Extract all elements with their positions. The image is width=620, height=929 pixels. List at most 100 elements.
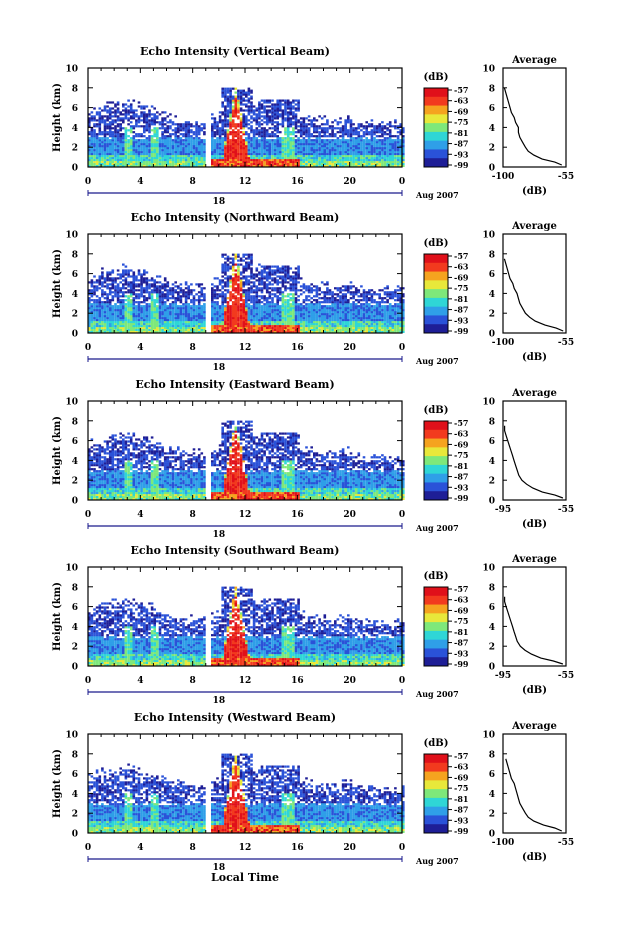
colorbar-tick-label: -87 [454,472,468,482]
y-tick-label: 0 [72,663,78,673]
y-axis-label: Height (km) [52,416,63,485]
profile-y-tick-label: 8 [489,417,495,427]
y-tick-label: 4 [72,457,78,467]
profile-x-label: (dB) [522,186,547,197]
colorbar-unit: (dB) [424,238,449,249]
profile-title: Average [511,221,557,232]
colorbar-swatch [424,297,448,308]
colorbar-tick-label: -75 [454,450,468,460]
colorbar-tick-label: -93 [454,648,469,658]
x-tick-label: 8 [190,843,196,853]
y-tick-label: 10 [65,398,78,408]
colorbar-tick-label: -63 [454,96,469,106]
profile-title: Average [511,721,557,732]
profile-y-tick-label: 10 [482,564,495,574]
colorbar-swatch [424,797,448,808]
colorbar-swatch [424,438,448,448]
profile-frame [502,67,567,168]
profile-y-tick-label: 8 [489,84,495,94]
y-tick-label: 8 [72,750,78,760]
profile-frame [502,733,567,834]
panel-title: Echo Intensity (Southward Beam) [131,544,340,557]
colorbar-swatch [424,96,448,107]
date-day: 18 [213,530,226,540]
profile-y-tick-label: 2 [489,477,495,487]
colorbar-swatch [424,315,448,325]
colorbar-tick-label: -81 [454,294,468,304]
colorbar-swatch [424,271,448,281]
profile-y-tick-label: 0 [489,164,495,174]
x-tick-label: 12 [239,510,252,520]
x-tick-label: 8 [190,177,196,187]
colorbar-swatch [424,289,448,299]
colorbar-frame [423,87,449,168]
x-tick-label: 4 [137,843,143,853]
y-axis-label: Height (km) [52,749,63,818]
heatmap-cells [88,87,405,167]
profile-x-label: (dB) [522,352,547,363]
profile-line [504,596,564,665]
colorbar-tick-label: -87 [454,805,468,815]
colorbar-swatch [424,587,448,597]
profile-y-tick-label: 10 [482,398,495,408]
panel-1: Echo Intensity (Northward Beam)0246810He… [52,211,574,373]
profile-x-tick-label: -95 [495,505,511,515]
colorbar-tick-label: -75 [454,616,468,626]
colorbar-swatch [424,754,448,764]
colorbar-tick-label: -87 [454,305,468,315]
y-tick-label: 10 [65,231,78,241]
x-tick-label: 20 [343,676,356,686]
colorbar-tick-label: -75 [454,117,468,127]
panel-2: Echo Intensity (Eastward Beam)0246810Hei… [52,378,574,540]
colorbar-swatch [424,149,448,159]
profile-y-tick-label: 8 [489,750,495,760]
profile-y-tick-label: 6 [489,770,495,780]
profile-y-tick-label: 2 [489,144,495,154]
colorbar-swatch [424,648,448,658]
colorbar-tick-label: -81 [454,794,468,804]
y-tick-label: 10 [65,564,78,574]
x-tick-label: 4 [137,510,143,520]
y-tick-label: 10 [65,731,78,741]
panel-title: Echo Intensity (Vertical Beam) [140,45,330,58]
colorbar-swatch [424,105,448,115]
colorbar-tick-label: -75 [454,283,468,293]
profile-x-tick-label: -55 [558,505,574,515]
x-tick-label: 4 [137,177,143,187]
profile-title: Average [511,388,557,399]
colorbar-swatch [424,447,448,457]
date-day: 18 [213,197,226,207]
colorbar-tick-label: -99 [454,826,469,836]
colorbar-unit: (dB) [424,571,449,582]
colorbar-swatch [424,464,448,475]
colorbar-swatch [424,657,448,667]
x-tick-label: 0 [399,843,405,853]
y-tick-label: 2 [72,477,78,487]
colorbar-tick-label: -81 [454,461,468,471]
x-tick-label: 0 [399,177,405,187]
x-tick-label: 0 [399,510,405,520]
colorbar-tick-label: -87 [454,638,468,648]
colorbar-unit: (dB) [424,738,449,749]
y-tick-label: 4 [72,623,78,633]
profile-frame [502,566,567,667]
y-tick-label: 0 [72,497,78,507]
x-tick-label: 16 [291,177,304,187]
colorbar-tick-label: -57 [454,251,468,261]
profile-y-tick-label: 4 [489,124,495,134]
colorbar-tick-label: -69 [454,439,469,449]
date-label: Aug 2007 [415,356,459,366]
colorbar-tick-label: -69 [454,272,469,282]
y-tick-label: 2 [72,310,78,320]
colorbar-tick-label: -93 [454,315,469,325]
colorbar-swatch [424,771,448,781]
colorbar-frame [423,420,449,501]
colorbar-swatch [424,429,448,440]
x-tick-label: 20 [343,843,356,853]
profile-x-tick-label: -55 [558,172,574,182]
profile-y-tick-label: 0 [489,830,495,840]
date-day: 18 [213,863,226,873]
profile-x-tick-label: -100 [492,838,515,848]
colorbar-swatch [424,456,448,466]
